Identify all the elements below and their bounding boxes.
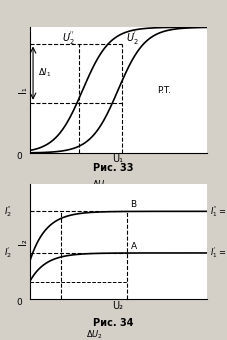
Text: $U_2^{'}$: $U_2^{'}$ <box>126 30 138 47</box>
Text: Рис. 34: Рис. 34 <box>93 318 134 328</box>
Text: A: A <box>131 242 137 251</box>
Text: Рис. 33: Рис. 33 <box>93 163 134 173</box>
Text: 0: 0 <box>16 152 22 161</box>
Text: $I_2^{'}$: $I_2^{'}$ <box>4 245 12 260</box>
Text: $I_2^{''}$: $I_2^{''}$ <box>4 204 12 219</box>
Y-axis label: I₂: I₂ <box>18 238 28 245</box>
X-axis label: U₁: U₁ <box>113 154 123 164</box>
Y-axis label: I₁: I₁ <box>18 87 28 94</box>
Text: $I_1^{''} = c$: $I_1^{''} = c$ <box>210 204 227 219</box>
Text: $\Delta U_2$: $\Delta U_2$ <box>86 328 103 340</box>
Text: $I_1^{'} = c$: $I_1^{'} = c$ <box>210 245 227 260</box>
Text: P.T.: P.T. <box>157 86 171 95</box>
Text: 0: 0 <box>16 298 22 307</box>
Text: $U_2^{''}$: $U_2^{''}$ <box>62 30 75 47</box>
Text: $\Delta U_1$: $\Delta U_1$ <box>92 178 109 191</box>
Text: $\Delta I_1$: $\Delta I_1$ <box>38 67 52 79</box>
X-axis label: U₂: U₂ <box>113 301 123 310</box>
Text: B: B <box>131 200 137 209</box>
